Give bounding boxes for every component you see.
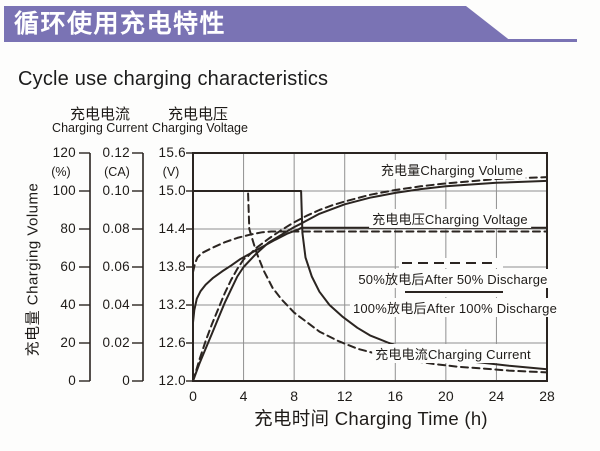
annotation-charging-voltage: 充电电压Charging Voltage <box>369 209 531 228</box>
current-tick-label: 0.04 <box>102 297 130 312</box>
curve-charging-volume-after-50pct-discharge <box>192 176 548 382</box>
current-tick-label: 0 <box>122 373 130 388</box>
legend-label-100pct-discharge: 100%放电后After 100% Discharge <box>349 298 561 317</box>
voltage-tick-label: 15.6 <box>158 145 186 160</box>
annotation-charging-volume: 充电量Charging Volume <box>377 160 527 179</box>
voltage-tick-label: 12.6 <box>158 335 186 350</box>
x-tick-label: 20 <box>438 388 454 404</box>
voltage-tick-label: 13.8 <box>158 259 186 274</box>
voltage-tick-label: 15.0 <box>158 183 186 198</box>
volume-tick-label: 80 <box>60 221 76 236</box>
x-tick-label: 28 <box>539 388 555 404</box>
current-tick-label: 0.02 <box>102 335 130 350</box>
volume-tick-label: 0 <box>68 373 76 388</box>
voltage-axis-unit: (V) <box>162 165 180 179</box>
curve-charging-voltage-after-100pct-discharge <box>192 226 548 324</box>
volume-axis-unit: (%) <box>51 165 71 179</box>
volume-tick-label: 60 <box>60 259 76 274</box>
voltage-axis-header-en: Charging Voltage <box>152 121 248 135</box>
plot-border <box>192 152 548 382</box>
x-tick-label: 16 <box>387 388 404 404</box>
curve-charging-volume-after-100pct-discharge <box>192 179 548 382</box>
volume-tick-label: 20 <box>60 335 76 350</box>
x-tick-label: 24 <box>488 388 505 404</box>
x-tick-label: 12 <box>336 388 353 404</box>
curve-charging-voltage-after-50pct-discharge <box>192 230 548 274</box>
x-axis-title: 充电时间 Charging Time (h) <box>254 408 488 429</box>
x-tick-label: 4 <box>239 388 248 404</box>
current-tick-label: 0.12 <box>102 145 130 160</box>
volume-tick-label: 100 <box>52 183 76 198</box>
current-tick-label: 0.10 <box>102 183 130 198</box>
banner-tail-line <box>508 39 577 42</box>
legend-label-50pct-discharge: 50%放电后After 50% Discharge <box>355 269 551 288</box>
current-axis-unit: (CA) <box>104 165 130 179</box>
current-tick-label: 0.06 <box>102 259 130 274</box>
x-tick-label: 0 <box>189 388 197 404</box>
voltage-tick-label: 12.0 <box>158 373 186 388</box>
current-axis-header-zh: 充电电流 <box>69 106 131 123</box>
x-tick-label: 8 <box>290 388 299 404</box>
voltage-tick-label: 13.2 <box>158 297 186 312</box>
curve-charging-current-after-50pct-discharge <box>192 190 548 374</box>
banner-title: 循环使用充电特性 <box>14 10 227 38</box>
current-axis-header-en: Charging Current <box>52 121 148 135</box>
voltage-axis-header-zh: 充电电压 <box>167 106 229 123</box>
annotation-charging-current: 充电电流Charging Current <box>372 344 534 363</box>
voltage-tick-label: 14.4 <box>158 221 186 236</box>
header-banner: 循环使用充电特性 <box>4 6 512 42</box>
page-title: Cycle use charging characteristics <box>18 68 329 90</box>
current-tick-label: 0.08 <box>102 221 130 236</box>
volume-tick-label: 40 <box>60 297 76 312</box>
volume-tick-label: 120 <box>52 145 76 160</box>
